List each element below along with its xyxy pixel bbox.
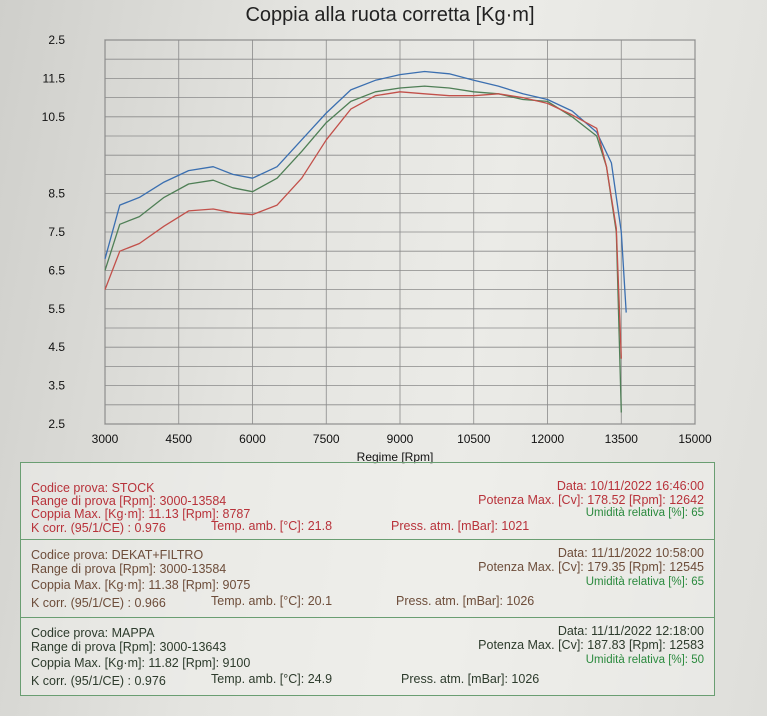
panel-potenza: Potenza Max. [Cv]: 187.83 [Rpm]: 12583 [478,638,704,652]
panel-range: Range di prova [Rpm]: 3000-13584 [31,494,227,508]
x-tick-label: 13500 [605,432,639,446]
y-tick-label: 3.5 [48,379,65,393]
panel-press: Press. atm. [mBar]: 1026 [396,594,535,608]
x-tick-label: 3000 [92,432,119,446]
x-tick-label: 12000 [531,432,565,446]
x-tick-label: 6000 [239,432,266,446]
series-line-1 [104,85,622,413]
y-tick-label: 5.5 [48,302,65,316]
panel-coppia: Coppia Max. [Kg·m]: 11.13 [Rpm]: 8787 [31,507,251,521]
y-tick-label: 10.5 [42,110,66,124]
panel-coppia: Coppia Max. [Kg·m]: 11.82 [Rpm]: 9100 [31,656,251,670]
x-axis-title: Regime [Rpm] [357,450,434,464]
test-panel-dekat: Codice prova: DEKAT+FILTRO Data: 11/11/2… [20,540,715,618]
panel-potenza: Potenza Max. [Cv]: 179.35 [Rpm]: 12545 [478,560,704,574]
panel-kcorr: K corr. (95/1/CE) : 0.966 [31,596,166,610]
panel-data: Data: 11/11/2022 12:18:00 [557,624,704,638]
panel-codice: Codice prova: DEKAT+FILTRO [31,548,204,562]
y-tick-label: 11.5 [43,71,66,85]
y-tick-label: 6.5 [48,263,65,277]
y-tick-label: 2.5 [48,417,65,431]
panel-temp: Temp. amb. [°C]: 24.9 [211,672,333,686]
x-tick-label: 9000 [387,432,414,446]
x-tick-label: 10500 [457,432,491,446]
panel-umidita: Umidità relativa [%]: 50 [585,654,704,666]
panel-range: Range di prova [Rpm]: 3000-13643 [31,640,227,654]
series-line-0 [104,70,627,313]
panel-press: Press. atm. [mBar]: 1021 [391,519,530,533]
panel-umidita: Umidità relativa [%]: 65 [585,507,704,519]
torque-chart: 3000 4500 6000 7500 9000 10500 12000 13500 15000… [42,33,712,464]
panel-press: Press. atm. [mBar]: 1026 [401,672,540,686]
series-line-2 [104,91,622,359]
panel-umidita: Umidità relativa [%]: 65 [585,576,704,588]
test-panels: Codice prova: STOCK Data: 10/11/2022 16:… [20,462,715,696]
panel-codice: Codice prova: MAPPA [31,626,155,640]
panel-data: Data: 11/11/2022 10:58:00 [557,546,704,560]
test-panel-mappa: Codice prova: MAPPA Data: 11/11/2022 12:… [20,618,715,696]
x-tick-labels: 3000 4500 6000 7500 9000 10500 12000 13500 15000 [92,432,712,446]
y-tick-labels: 2.5 3.5 4.5 5.5 6.5 7.5 8.5 10.5 11.5 2.5 [42,33,66,431]
y-tick-label: 8.5 [48,187,65,201]
panel-temp: Temp. amb. [°C]: 21.8 [211,519,333,533]
chart-grid [104,39,696,425]
panel-kcorr: K corr. (95/1/CE) : 0.976 [31,521,166,535]
test-panel-stock: Codice prova: STOCK Data: 10/11/2022 16:… [20,462,715,540]
x-tick-label: 7500 [313,432,340,446]
x-tick-label: 15000 [678,432,712,446]
x-tick-label: 4500 [165,432,192,446]
y-tick-label: 2.5 [48,33,65,47]
panel-range: Range di prova [Rpm]: 3000-13584 [31,562,227,576]
panel-temp: Temp. amb. [°C]: 20.1 [211,594,333,608]
chart-series [104,70,627,413]
panel-coppia: Coppia Max. [Kg·m]: 11.38 [Rpm]: 9075 [31,578,251,592]
panel-potenza: Potenza Max. [Cv]: 178.52 [Rpm]: 12642 [478,493,704,507]
y-tick-label: 4.5 [48,340,65,354]
chart-title: Coppia alla ruota corretta [Kg·m] [245,4,535,26]
panel-codice: Codice prova: STOCK [31,481,155,495]
panel-data: Data: 10/11/2022 16:46:00 [556,479,704,493]
panel-kcorr: K corr. (95/1/CE) : 0.976 [31,674,166,688]
y-tick-label: 7.5 [48,225,65,239]
